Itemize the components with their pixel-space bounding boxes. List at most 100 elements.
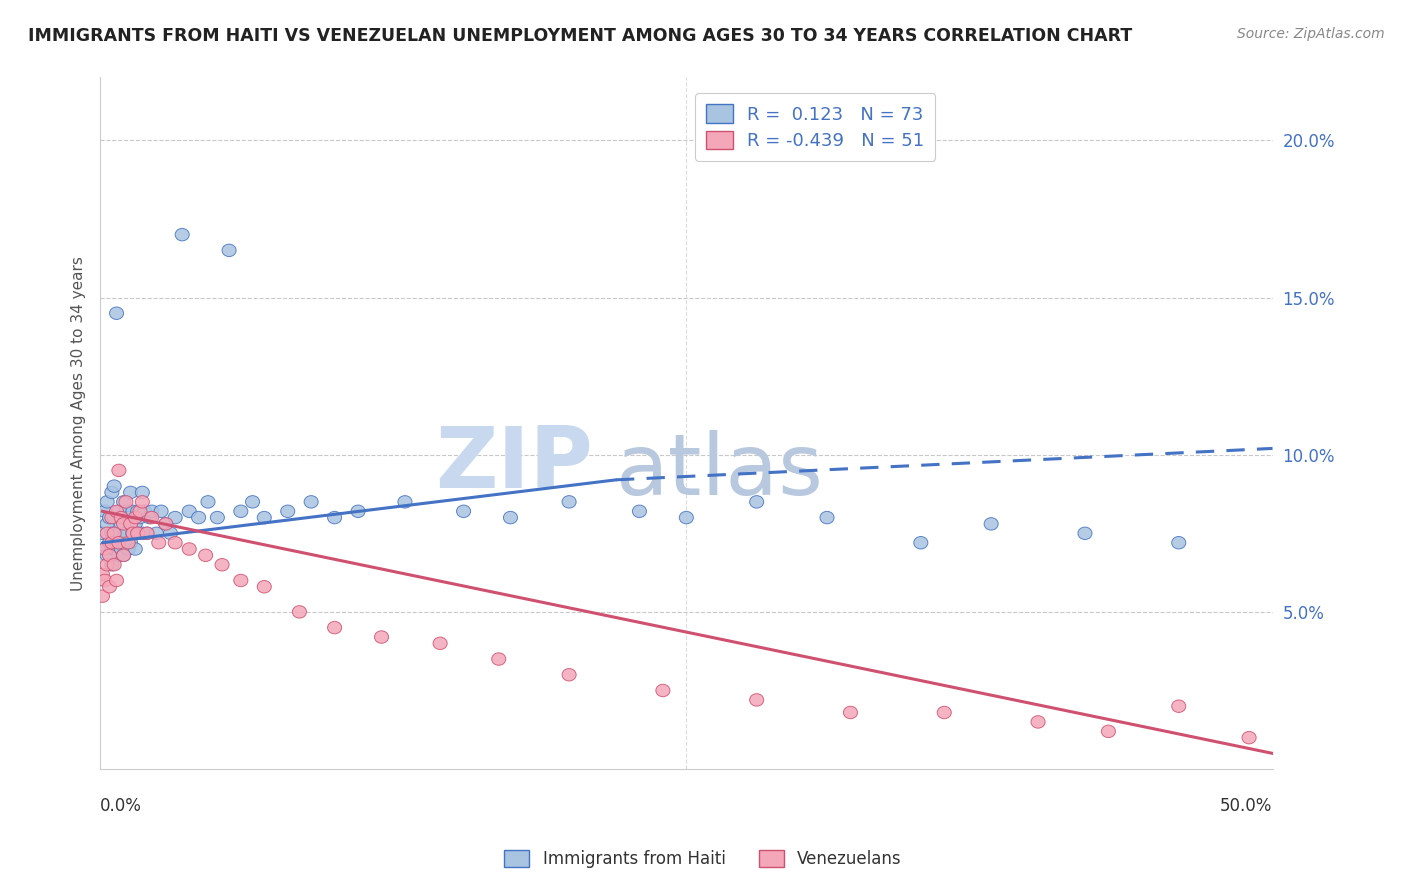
Ellipse shape [100, 558, 114, 571]
Ellipse shape [105, 511, 120, 524]
Ellipse shape [131, 505, 145, 517]
Ellipse shape [152, 536, 166, 549]
Ellipse shape [176, 228, 190, 241]
Ellipse shape [211, 511, 225, 524]
Ellipse shape [246, 496, 260, 508]
Ellipse shape [96, 527, 110, 540]
Ellipse shape [374, 631, 388, 643]
Ellipse shape [105, 558, 120, 571]
Ellipse shape [103, 511, 117, 524]
Ellipse shape [127, 505, 141, 517]
Ellipse shape [562, 668, 576, 681]
Ellipse shape [503, 511, 517, 524]
Ellipse shape [114, 517, 128, 530]
Ellipse shape [749, 694, 763, 706]
Ellipse shape [121, 543, 135, 555]
Ellipse shape [145, 505, 159, 517]
Ellipse shape [141, 527, 155, 540]
Ellipse shape [749, 496, 763, 508]
Ellipse shape [134, 511, 148, 524]
Ellipse shape [149, 527, 163, 540]
Ellipse shape [433, 637, 447, 649]
Ellipse shape [679, 511, 693, 524]
Ellipse shape [352, 505, 366, 517]
Ellipse shape [112, 549, 127, 562]
Ellipse shape [107, 558, 121, 571]
Ellipse shape [1101, 725, 1115, 738]
Ellipse shape [141, 527, 155, 540]
Ellipse shape [201, 496, 215, 508]
Ellipse shape [100, 517, 114, 530]
Ellipse shape [120, 527, 134, 540]
Ellipse shape [110, 536, 124, 549]
Ellipse shape [117, 517, 131, 530]
Ellipse shape [112, 536, 127, 549]
Ellipse shape [131, 527, 145, 540]
Ellipse shape [233, 505, 247, 517]
Ellipse shape [114, 511, 128, 524]
Ellipse shape [121, 511, 135, 524]
Ellipse shape [492, 653, 506, 665]
Ellipse shape [117, 549, 131, 562]
Ellipse shape [112, 464, 127, 476]
Ellipse shape [128, 511, 142, 524]
Ellipse shape [100, 527, 114, 540]
Ellipse shape [169, 536, 183, 549]
Ellipse shape [100, 549, 114, 562]
Ellipse shape [128, 517, 142, 530]
Ellipse shape [112, 527, 127, 540]
Legend: R =  0.123   N = 73, R = -0.439   N = 51: R = 0.123 N = 73, R = -0.439 N = 51 [695, 94, 935, 161]
Ellipse shape [120, 496, 134, 508]
Ellipse shape [457, 505, 471, 517]
Ellipse shape [914, 536, 928, 549]
Ellipse shape [169, 511, 183, 524]
Ellipse shape [96, 590, 110, 602]
Text: atlas: atlas [616, 430, 824, 513]
Ellipse shape [257, 511, 271, 524]
Ellipse shape [124, 536, 138, 549]
Ellipse shape [103, 581, 117, 593]
Ellipse shape [398, 496, 412, 508]
Ellipse shape [215, 558, 229, 571]
Text: IMMIGRANTS FROM HAITI VS VENEZUELAN UNEMPLOYMENT AMONG AGES 30 TO 34 YEARS CORRE: IMMIGRANTS FROM HAITI VS VENEZUELAN UNEM… [28, 27, 1132, 45]
Ellipse shape [135, 486, 149, 499]
Ellipse shape [105, 536, 120, 549]
Ellipse shape [121, 536, 135, 549]
Ellipse shape [135, 527, 149, 540]
Ellipse shape [110, 574, 124, 587]
Ellipse shape [138, 505, 152, 517]
Ellipse shape [633, 505, 647, 517]
Ellipse shape [1078, 527, 1092, 540]
Ellipse shape [222, 244, 236, 257]
Ellipse shape [142, 511, 156, 524]
Ellipse shape [98, 543, 112, 555]
Ellipse shape [100, 496, 114, 508]
Ellipse shape [112, 505, 127, 517]
Ellipse shape [655, 684, 669, 697]
Ellipse shape [117, 549, 131, 562]
Ellipse shape [127, 527, 141, 540]
Ellipse shape [191, 511, 205, 524]
Text: 0.0%: 0.0% [100, 797, 142, 814]
Ellipse shape [124, 517, 138, 530]
Ellipse shape [96, 568, 110, 581]
Ellipse shape [117, 536, 131, 549]
Ellipse shape [328, 622, 342, 634]
Ellipse shape [117, 496, 131, 508]
Ellipse shape [183, 505, 197, 517]
Ellipse shape [1171, 700, 1185, 713]
Ellipse shape [292, 606, 307, 618]
Ellipse shape [183, 543, 197, 555]
Ellipse shape [120, 505, 134, 517]
Ellipse shape [107, 511, 121, 524]
Ellipse shape [103, 536, 117, 549]
Ellipse shape [328, 511, 342, 524]
Ellipse shape [110, 307, 124, 319]
Ellipse shape [131, 527, 145, 540]
Ellipse shape [107, 480, 121, 492]
Ellipse shape [98, 543, 112, 555]
Ellipse shape [844, 706, 858, 719]
Ellipse shape [163, 527, 177, 540]
Ellipse shape [134, 505, 148, 517]
Ellipse shape [155, 505, 169, 517]
